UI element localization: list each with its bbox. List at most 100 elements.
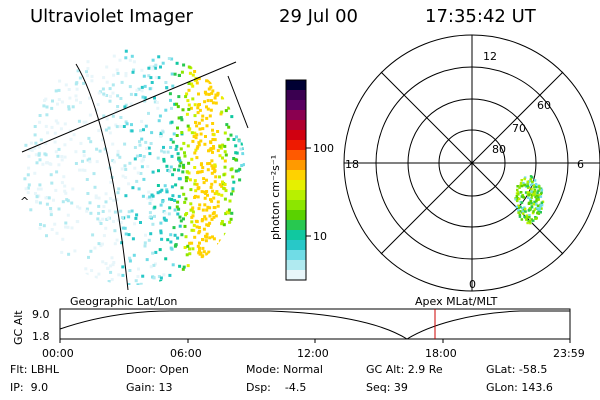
polar-emission-pixel [523, 215, 526, 218]
emission-pixel [127, 215, 131, 219]
emission-pixel [34, 141, 38, 145]
emission-pixel [88, 160, 92, 164]
emission-pixel [39, 223, 42, 226]
emission-pixel [156, 191, 160, 195]
emission-pixel [37, 194, 41, 198]
emission-pixel [232, 180, 236, 184]
emission-pixel [214, 93, 218, 97]
emission-pixel [187, 171, 191, 175]
emission-pixel [175, 134, 179, 137]
emission-pixel [177, 116, 181, 120]
emission-pixel [238, 178, 242, 182]
emission-pixel [88, 96, 91, 100]
emission-pixel [221, 182, 225, 186]
emission-pixel [42, 104, 46, 108]
emission-pixel [178, 224, 182, 228]
emission-pixel [57, 163, 61, 167]
emission-pixel [202, 181, 206, 185]
emission-pixel [151, 170, 155, 174]
emission-pixel [220, 220, 224, 223]
emission-pixel [201, 127, 205, 131]
emission-pixel [60, 155, 64, 158]
emission-pixel [33, 133, 37, 137]
emission-pixel [168, 273, 172, 277]
emission-pixel [159, 279, 163, 283]
polar-emission-pixel [524, 210, 527, 213]
emission-pixel [85, 272, 89, 276]
emission-pixel [199, 251, 203, 255]
polar-emission-pixel [529, 183, 533, 187]
emission-pixel [231, 221, 235, 225]
emission-pixel [152, 263, 156, 267]
emission-pixel [193, 70, 197, 73]
emission-pixel [191, 206, 195, 210]
emission-pixel [156, 184, 160, 187]
polar-emission-pixel [537, 185, 541, 188]
emission-pixel [188, 178, 192, 182]
emission-pixel [137, 267, 140, 271]
emission-pixel [42, 224, 46, 228]
emission-pixel [183, 151, 186, 155]
emission-pixel [26, 191, 30, 195]
status-door: Door: Open [126, 363, 189, 376]
emission-pixel [99, 244, 103, 248]
polar-emission-pixel [527, 209, 531, 212]
emission-pixel [38, 226, 42, 230]
emission-pixel [137, 187, 141, 191]
emission-pixel [188, 127, 192, 131]
emission-pixel [231, 189, 235, 193]
polar-emission-pixel [538, 188, 542, 191]
emission-pixel [49, 173, 53, 177]
emission-pixel [178, 164, 182, 168]
polar-emission-pixel [518, 213, 522, 216]
emission-pixel [182, 63, 186, 67]
emission-pixel [182, 163, 185, 167]
emission-pixel [27, 154, 31, 158]
emission-pixel [67, 252, 71, 256]
emission-pixel [142, 128, 145, 132]
emission-pixel [171, 173, 175, 177]
emission-pixel [86, 74, 89, 78]
polar-emission-pixel [534, 216, 537, 219]
emission-pixel [144, 233, 147, 237]
polar-emission-pixel [526, 221, 529, 225]
emission-pixel [177, 177, 181, 181]
emission-pixel [84, 120, 88, 124]
emission-pixel [194, 121, 198, 124]
emission-pixel [162, 157, 166, 161]
colorbar-swatch [286, 270, 306, 281]
polar-emission-pixel [529, 198, 532, 201]
emission-pixel [195, 81, 199, 85]
emission-pixel [74, 94, 78, 98]
emission-pixel [65, 198, 69, 202]
emission-pixel [221, 96, 225, 100]
emission-pixel [104, 128, 108, 132]
emission-pixel [212, 237, 216, 241]
polar-emission-pixel [526, 180, 530, 183]
emission-pixel [101, 138, 104, 142]
emission-pixel [105, 65, 109, 69]
emission-pixel [53, 140, 57, 144]
emission-pixel [23, 177, 27, 181]
emission-pixel [165, 188, 169, 192]
emission-pixel [168, 206, 172, 210]
emission-pixel [197, 226, 201, 229]
emission-pixel [134, 216, 138, 220]
emission-pixel [204, 234, 207, 238]
emission-pixel [201, 246, 205, 250]
emission-pixel [196, 244, 200, 248]
emission-pixel [97, 91, 101, 95]
polar-emission-pixel [540, 207, 543, 210]
colorbar-swatch [286, 80, 306, 91]
emission-pixel [179, 219, 183, 223]
polar-emission-pixel [528, 214, 531, 217]
colorbar-swatch [286, 220, 306, 231]
emission-pixel [197, 103, 200, 107]
emission-pixel [132, 253, 136, 257]
emission-pixel [187, 82, 191, 85]
emission-pixel [206, 162, 210, 166]
emission-pixel [195, 220, 199, 224]
emission-pixel [38, 201, 42, 205]
emission-pixel [101, 242, 104, 246]
